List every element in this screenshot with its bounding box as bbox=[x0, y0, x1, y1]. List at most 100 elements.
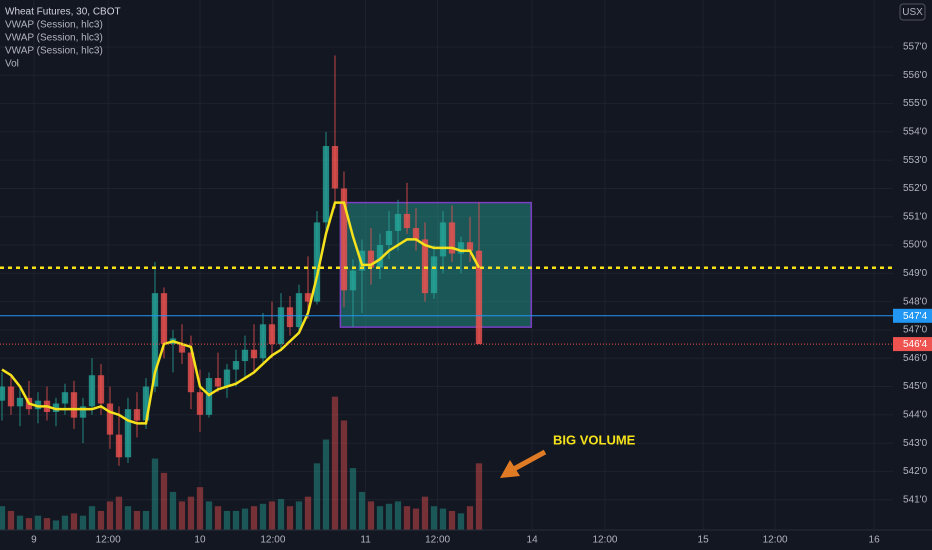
legend-item: VWAP (Session, hlc3) bbox=[5, 46, 103, 57]
volume-bar bbox=[313, 463, 321, 530]
arrow-shaft bbox=[510, 449, 547, 473]
volume-bar bbox=[250, 506, 258, 530]
volume-bar bbox=[214, 506, 222, 530]
candle-body bbox=[439, 222, 447, 257]
candle-body bbox=[70, 392, 78, 418]
volume-bar bbox=[457, 513, 465, 530]
candle-body bbox=[196, 392, 204, 415]
volume-bar bbox=[367, 501, 375, 530]
axes: 541'0 542'0 543'0 544'0 545'0 546'0 547'0 548'0… bbox=[31, 42, 932, 546]
price-label: 547'4 bbox=[903, 311, 928, 322]
y-tick-label: 552'0 bbox=[903, 183, 928, 194]
candle-body bbox=[88, 375, 96, 407]
candle-body bbox=[304, 293, 312, 302]
volume-bar bbox=[475, 463, 483, 530]
candle-body bbox=[151, 293, 159, 387]
volume-bar bbox=[115, 496, 123, 530]
volume-bar bbox=[142, 510, 150, 530]
candle-body bbox=[313, 222, 321, 302]
x-tick-label: 12:00 bbox=[763, 535, 788, 546]
candle-body bbox=[466, 242, 474, 251]
volume-bar bbox=[331, 396, 339, 530]
price-label: 546'4 bbox=[903, 339, 928, 350]
candle-body bbox=[106, 403, 114, 435]
volume-bar bbox=[304, 496, 312, 530]
candle-body bbox=[322, 146, 330, 223]
candle-body bbox=[367, 250, 375, 268]
volume-bar bbox=[16, 515, 24, 530]
candle-body bbox=[394, 213, 402, 231]
candle-body bbox=[115, 434, 123, 458]
candle-body bbox=[403, 213, 411, 229]
currency-box[interactable] bbox=[899, 3, 926, 21]
volume-bar bbox=[286, 506, 294, 530]
volume-bar bbox=[439, 508, 447, 530]
volume-bar bbox=[124, 506, 132, 530]
candle-body bbox=[385, 230, 393, 246]
candle-body bbox=[421, 239, 429, 294]
candle-body bbox=[241, 349, 249, 362]
y-tick-label: 555'0 bbox=[903, 98, 928, 109]
candle-body bbox=[52, 403, 60, 413]
volume-bar bbox=[178, 501, 186, 530]
volume-bar bbox=[52, 520, 60, 530]
candle-body bbox=[286, 307, 294, 328]
volume-bar bbox=[349, 468, 357, 530]
candle-body bbox=[340, 188, 348, 291]
candle-body bbox=[259, 324, 267, 359]
currency[interactable]: USX bbox=[902, 7, 923, 18]
volume-bar bbox=[259, 503, 267, 530]
volume-bar bbox=[43, 518, 51, 530]
candle-body bbox=[457, 242, 465, 254]
legend-item: VWAP (Session, hlc3) bbox=[5, 33, 103, 44]
candle-body bbox=[61, 392, 69, 404]
volume-bar bbox=[7, 510, 15, 530]
volume-bar bbox=[88, 506, 96, 530]
x-tick-label: 10 bbox=[194, 535, 206, 546]
legend-item: VWAP (Session, hlc3) bbox=[5, 20, 103, 31]
x-tick-label: 12:00 bbox=[592, 535, 617, 546]
y-tick-label: 542'0 bbox=[903, 466, 928, 477]
price-label-bg bbox=[893, 308, 932, 323]
candle-body bbox=[250, 349, 258, 359]
candle-body bbox=[79, 406, 87, 418]
y-tick-label: 553'0 bbox=[903, 155, 928, 166]
price-axis bbox=[893, 0, 932, 550]
x-tick-label: 12:00 bbox=[260, 535, 285, 546]
volume-bar bbox=[421, 496, 429, 530]
volume-bar bbox=[160, 472, 168, 530]
marks bbox=[0, 55, 893, 530]
candle-body bbox=[16, 397, 24, 407]
volume-bar bbox=[322, 439, 330, 530]
candle-body bbox=[133, 409, 141, 421]
candle-body bbox=[412, 228, 420, 240]
candle-body bbox=[178, 344, 186, 353]
candle-body bbox=[376, 245, 384, 268]
x-tick-label: 16 bbox=[869, 535, 881, 546]
y-tick-label: 551'0 bbox=[903, 211, 928, 222]
y-tick-label: 549'0 bbox=[903, 268, 928, 279]
candle-body bbox=[349, 270, 357, 291]
volume-bar bbox=[61, 515, 69, 530]
candle-body bbox=[430, 256, 438, 294]
candle-body bbox=[142, 386, 150, 421]
volume-bar bbox=[223, 510, 231, 530]
candle-body bbox=[7, 386, 15, 407]
chart-title: Wheat Futures, 30, CBOT bbox=[5, 7, 121, 18]
price-label-bg bbox=[893, 337, 932, 352]
volume-bar bbox=[241, 508, 249, 530]
candle-body bbox=[475, 250, 483, 345]
volume-bar bbox=[385, 503, 393, 530]
y-tick-label: 554'0 bbox=[903, 127, 928, 138]
volume-bar bbox=[295, 501, 303, 530]
volume-bar bbox=[376, 506, 384, 530]
candle-body bbox=[223, 369, 231, 387]
volume-bar bbox=[394, 501, 402, 530]
x-tick-label: 12:00 bbox=[425, 535, 450, 546]
candle-body bbox=[448, 222, 456, 254]
volume-bar bbox=[79, 515, 87, 530]
x-tick-label: 12:00 bbox=[96, 535, 121, 546]
y-tick-label: 557'0 bbox=[903, 42, 928, 53]
y-tick-label: 545'0 bbox=[903, 381, 928, 392]
vwap-line bbox=[1, 201, 481, 425]
